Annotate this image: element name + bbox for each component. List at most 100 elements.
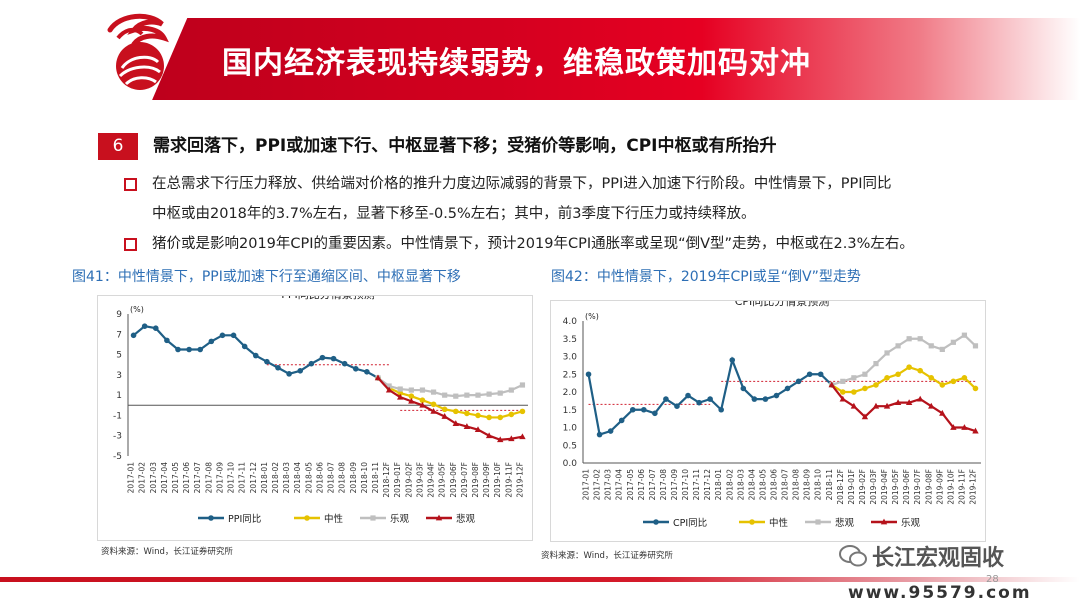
bullet-square-icon (124, 178, 137, 191)
data-point (806, 371, 813, 378)
x-tick-label: 2018-12F (836, 469, 845, 505)
x-tick-label: 2017-11 (692, 469, 701, 501)
x-tick-label: 2018-09 (349, 462, 358, 494)
x-tick-label: 2017-05 (171, 462, 180, 494)
data-point (475, 412, 481, 419)
x-tick-label: 2017-03 (149, 462, 158, 494)
x-tick-label: 2017-10 (227, 462, 236, 494)
legend-label: 中性 (769, 517, 789, 529)
data-point (341, 360, 348, 367)
x-tick-label: 2018-06 (315, 462, 324, 494)
x-tick-label: 2019-02F (404, 462, 413, 498)
legend-marker (749, 519, 755, 525)
y-tick-label: -3 (113, 432, 122, 442)
data-point (795, 378, 802, 385)
y-tick-label: 9 (116, 310, 122, 320)
data-point (652, 410, 658, 417)
x-tick-label: 2018-04 (293, 462, 302, 494)
data-point (862, 371, 868, 377)
x-tick-label: 2017-07 (648, 469, 657, 501)
data-point (596, 431, 603, 438)
y-tick-label: 1.5 (563, 406, 577, 416)
x-tick-label: 2019-06F (449, 462, 458, 498)
x-tick-label: 2018-09 (803, 469, 812, 501)
data-point (497, 390, 503, 396)
x-tick-label: 2018-05 (304, 462, 313, 494)
data-point (883, 402, 891, 409)
data-point (905, 399, 913, 406)
x-tick-label: 2019-10F (493, 462, 502, 498)
data-point (894, 399, 902, 406)
data-point (464, 392, 470, 398)
data-point (486, 414, 492, 421)
ppi-chart-frame: PPI同比分情景预测(%)-5-3-1135792017-012017-0220… (97, 288, 533, 541)
x-tick-label: 2018-05 (758, 469, 767, 501)
data-point (519, 433, 526, 440)
data-point (397, 393, 404, 400)
data-point (330, 355, 337, 362)
data-point (972, 343, 979, 349)
data-point (950, 339, 956, 345)
data-point (784, 385, 791, 392)
data-point (152, 325, 159, 331)
data-point (297, 368, 304, 374)
data-point (861, 413, 869, 420)
page-number: 28 (986, 574, 999, 585)
legend-label: 中性 (324, 513, 344, 525)
data-point (873, 361, 879, 367)
data-point (928, 375, 935, 381)
legend-label: 悲观 (835, 517, 855, 529)
data-point (508, 387, 514, 393)
x-tick-label: 2019-08F (924, 469, 933, 505)
x-tick-label: 2017-03 (604, 469, 613, 501)
data-point (840, 378, 846, 384)
x-tick-label: 2017-06 (182, 462, 191, 494)
data-point (850, 402, 858, 409)
figure-42-source: 资料来源：Wind，长江证券研究所 (541, 551, 673, 561)
data-point (286, 371, 292, 377)
data-point (641, 406, 647, 413)
data-point (208, 338, 215, 345)
data-point (928, 343, 934, 349)
figure-41-title: 图41：中性情景下，PPI或加速下行至通缩区间、中枢显著下移 (72, 269, 461, 285)
x-tick-label: 2019-05F (438, 462, 447, 498)
x-tick-label: 2019-12F (515, 462, 524, 498)
x-tick-label: 2018-04 (747, 469, 756, 501)
data-point (430, 401, 437, 408)
data-point (419, 401, 426, 408)
y-tick-label: -1 (113, 411, 122, 421)
x-tick-label: 2018-01 (714, 469, 723, 501)
data-point (939, 382, 946, 388)
figure-42-title: 图42：中性情景下，2019年CPI或呈“倒V”型走势 (551, 269, 861, 285)
data-point (961, 424, 968, 430)
x-tick-label: 2017-09 (215, 462, 224, 494)
x-tick-label: 2018-11 (825, 469, 834, 501)
page-title: 国内经济表现持续弱势，维稳政策加码对冲 (222, 46, 811, 81)
data-point (419, 397, 426, 404)
data-point (497, 414, 504, 421)
data-point (485, 432, 493, 439)
x-tick-label: 2018-10 (360, 462, 369, 494)
data-point (486, 391, 492, 397)
x-tick-label: 2019-06F (902, 469, 911, 505)
data-point (607, 428, 614, 434)
data-point (352, 365, 359, 372)
y-tick-label: 2.0 (563, 388, 578, 398)
x-tick-label: 2017-05 (626, 469, 635, 501)
data-point (430, 407, 437, 414)
data-point (308, 360, 315, 367)
legend-marker (370, 515, 376, 521)
bullet-1-line-1: 在总需求下行压力释放、供给端对价格的推升力度边际减弱的背景下，PPI进入加速下行… (152, 176, 892, 192)
data-point (441, 406, 448, 413)
x-tick-label: 2018-07 (327, 462, 336, 494)
x-tick-label: 2018-02 (725, 469, 734, 501)
data-point (828, 381, 835, 388)
x-tick-label: 2017-02 (593, 469, 602, 501)
data-point (264, 358, 270, 365)
x-tick-label: 2017-01 (582, 469, 591, 501)
website-url: www.95579.com (848, 583, 1032, 603)
bullet-2-line-1: 猪价或是影响2019年CPI的重要因素。中性情景下，预计2019年CPI通胀率或… (152, 236, 914, 252)
data-point (442, 392, 448, 398)
data-point (884, 350, 890, 356)
data-point (740, 385, 747, 392)
